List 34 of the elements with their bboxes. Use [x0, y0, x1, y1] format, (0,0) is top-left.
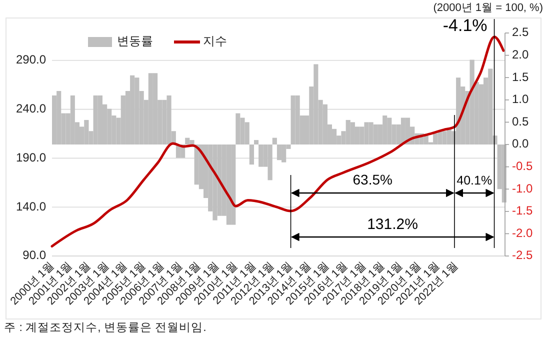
bar	[52, 95, 57, 144]
chart-subtitle: (2000년 1월 = 100, %)	[433, 2, 543, 14]
y2-tick-label: -2.5	[512, 248, 534, 262]
bar	[276, 144, 282, 160]
y-tick-label: 290.0	[16, 52, 46, 67]
y2-tick-label: 1.5	[512, 70, 530, 84]
y2-tick-label: -2.0	[512, 226, 534, 240]
y2-tick-label: -0.5	[512, 158, 534, 173]
annotation: 63.5%	[352, 172, 392, 188]
y2-tick-label: 1.0	[512, 92, 530, 106]
y2-tick-label: -1.0	[512, 181, 534, 196]
y2-tick-label: 0.0	[512, 136, 530, 151]
y-tick-label: 240.0	[16, 101, 46, 116]
y-tick-label: 140.0	[16, 199, 46, 214]
bar	[254, 140, 259, 144]
annotation: 40.1%	[456, 173, 492, 188]
y-tick-label: 90.0	[22, 248, 46, 262]
bar	[272, 138, 277, 144]
bar	[152, 73, 158, 144]
y2-tick-label: 2.0	[512, 47, 530, 62]
y-tick-label: 190.0	[16, 150, 46, 164]
text: 주 : 계절조정지수, 변동률은 전월비임.	[4, 322, 206, 334]
annotation: 131.2%	[367, 216, 418, 233]
bar	[332, 128, 337, 144]
y2-tick-label: 0.5	[512, 114, 530, 128]
y2-tick-label: 2.5	[512, 25, 530, 40]
legend-label: 지수	[203, 34, 227, 48]
bar	[226, 144, 232, 225]
annotation: -4.1%	[442, 16, 488, 35]
bar	[258, 144, 264, 167]
line-series	[50, 36, 505, 248]
y2-tick-label: -1.5	[512, 204, 534, 218]
legend-label: 변동률	[117, 34, 153, 48]
bar	[249, 144, 254, 165]
